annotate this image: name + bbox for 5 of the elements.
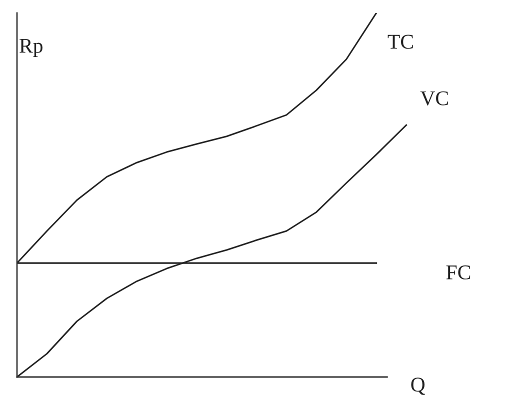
x-axis-title: Q (411, 378, 426, 395)
series-label: VC (420, 91, 448, 106)
series-label: TC (388, 34, 413, 49)
y-axis-title: Rp (20, 38, 42, 58)
text: FC (446, 265, 470, 280)
